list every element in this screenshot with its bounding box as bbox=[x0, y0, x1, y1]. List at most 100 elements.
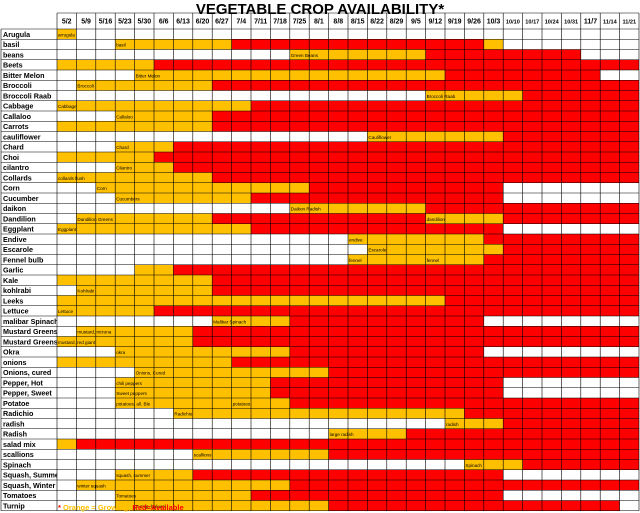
cell-salad-mix-27 bbox=[580, 439, 601, 450]
row-label: Spinach bbox=[3, 460, 31, 469]
cell-callaloo-6 bbox=[173, 111, 193, 122]
cell-cucumber-11 bbox=[270, 193, 290, 204]
cell-endive-9 bbox=[231, 234, 251, 245]
cell-tomatoes-28 bbox=[600, 490, 620, 501]
cell-cilantro-14 bbox=[328, 162, 348, 173]
cell-dandilion-9 bbox=[231, 213, 251, 224]
cell-malibar-spinach-7 bbox=[192, 316, 213, 327]
cell-squash-winter-11 bbox=[270, 480, 290, 491]
cell-leeks-22 bbox=[483, 295, 504, 306]
cell-squash-summer-0 bbox=[57, 469, 77, 480]
cell-carrots-17 bbox=[386, 121, 407, 132]
cell-pepper-sweet-19 bbox=[425, 387, 445, 398]
cell-arugula-24 bbox=[522, 29, 542, 40]
cell-beans-12 bbox=[289, 49, 310, 60]
cell-corn-23 bbox=[503, 182, 523, 193]
cell-collards-7 bbox=[192, 172, 213, 183]
cell-cauliflower-20 bbox=[445, 131, 465, 142]
cell-pepper-hot-27 bbox=[580, 377, 601, 388]
cell-okra-8 bbox=[212, 346, 232, 357]
cell-cauliflower-7 bbox=[192, 131, 213, 142]
cell-lettuce-22 bbox=[483, 305, 504, 316]
cell-beans-17 bbox=[386, 49, 407, 60]
cell-chard-6 bbox=[173, 141, 193, 152]
cell-radish-9 bbox=[231, 418, 251, 429]
cell-endive-13 bbox=[309, 234, 329, 245]
row-label: Endive bbox=[3, 235, 27, 244]
cell-squash-winter-19 bbox=[425, 480, 445, 491]
cell-chard-3 bbox=[115, 141, 135, 152]
cell-potatoe-3 bbox=[115, 398, 135, 409]
cell-scallions-19 bbox=[425, 449, 445, 460]
cell-cilantro-21 bbox=[464, 162, 484, 173]
cell-lettuce-26 bbox=[561, 305, 581, 316]
cell-endive-14 bbox=[328, 234, 348, 245]
cell-arugula-17 bbox=[386, 29, 407, 40]
cell-salad-mix-13 bbox=[309, 439, 329, 450]
cell-eggplant-28 bbox=[600, 223, 620, 234]
cell-fennel-bulb-17 bbox=[386, 254, 407, 265]
cell-eggplant-15 bbox=[348, 223, 368, 234]
cell-radichio-0 bbox=[57, 408, 77, 419]
cell-pepper-hot-12 bbox=[289, 377, 310, 388]
cell-kohlrabi-3 bbox=[115, 285, 135, 296]
cell-callaloo-5 bbox=[154, 111, 174, 122]
cell-kale-10 bbox=[251, 275, 271, 286]
cell-choi-1 bbox=[76, 152, 96, 163]
cell-arugula-6 bbox=[173, 29, 193, 40]
row-label: Potatoe bbox=[3, 399, 29, 408]
cell-tomatoes-23 bbox=[503, 490, 523, 501]
cell-eggplant-2 bbox=[95, 223, 116, 234]
cell-callaloo-13 bbox=[309, 111, 329, 122]
cell-beans-3 bbox=[115, 49, 135, 60]
cell-bitter-melon-25 bbox=[542, 70, 562, 81]
column-header: 11/7 bbox=[584, 19, 597, 26]
cell-fennel-bulb-9 bbox=[231, 254, 251, 265]
cell-cucumber-17 bbox=[386, 193, 407, 204]
cell-malibar-spinach-14 bbox=[328, 316, 348, 327]
cell-spinach-3 bbox=[115, 459, 135, 470]
cell-spinach-1 bbox=[76, 459, 96, 470]
cell-cilantro-4 bbox=[134, 162, 154, 173]
cell-collards-29 bbox=[619, 172, 639, 183]
cell-chard-27 bbox=[580, 141, 601, 152]
cell-chard-14 bbox=[328, 141, 348, 152]
cell-carrots-16 bbox=[367, 121, 387, 132]
cell-cilantro-6 bbox=[173, 162, 193, 173]
cell-radish-12 bbox=[289, 428, 310, 439]
cell-squash-winter-25 bbox=[542, 480, 562, 491]
cell-dandilion-6 bbox=[173, 213, 193, 224]
cell-daikon-24 bbox=[522, 203, 542, 214]
cell-pepper-hot-18 bbox=[406, 377, 426, 388]
cell-cucumber-22 bbox=[483, 193, 504, 204]
cell-salad-mix-18 bbox=[406, 439, 426, 450]
cell-cabbage-6 bbox=[173, 100, 193, 111]
cell-beets-14 bbox=[328, 59, 348, 70]
cell-onions-cured-25 bbox=[542, 367, 562, 378]
cell-garlic-11 bbox=[270, 264, 290, 275]
cell-cauliflower-27 bbox=[580, 131, 601, 142]
cell-broccoli-22 bbox=[483, 80, 504, 91]
cell-onions-cured-24 bbox=[522, 367, 542, 378]
cell-annotation: Tomatoes bbox=[116, 494, 137, 499]
cell-annotation: Cabbage bbox=[58, 104, 77, 109]
cell-beans-13 bbox=[309, 49, 329, 60]
cell-cilantro-9 bbox=[231, 162, 251, 173]
cell-radish-16 bbox=[367, 428, 387, 439]
cell-basil-14 bbox=[328, 39, 348, 50]
cell-corn-27 bbox=[580, 182, 601, 193]
cell-chard-12 bbox=[289, 141, 310, 152]
cell-lettuce-11 bbox=[270, 305, 290, 316]
cell-lettuce-18 bbox=[406, 305, 426, 316]
cell-dandilion-26 bbox=[561, 213, 581, 224]
cell-collards-21 bbox=[464, 172, 484, 183]
cell-endive-4 bbox=[134, 234, 154, 245]
cell-leeks-27 bbox=[580, 295, 601, 306]
cell-kohlrabi-22 bbox=[483, 285, 504, 296]
cell-onions-cured-28 bbox=[600, 367, 620, 378]
cell-garlic-23 bbox=[503, 264, 523, 275]
cell-endive-29 bbox=[619, 234, 639, 245]
cell-dandilion-25 bbox=[542, 213, 562, 224]
cell-radish-19 bbox=[425, 418, 445, 429]
cell-spinach-14 bbox=[328, 459, 348, 470]
